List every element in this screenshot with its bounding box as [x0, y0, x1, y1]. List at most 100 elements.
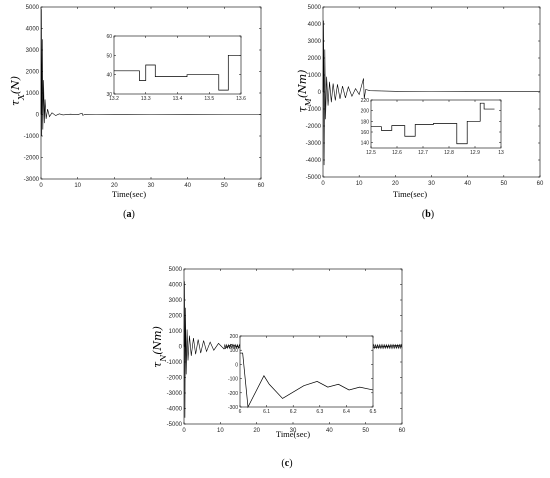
inset-axes-xtick-label: 6.2 [290, 409, 297, 415]
chart-panel-a: 0 10 20 30 40 50 60 -3000 -2000 -1000 0 1000 2000 300… [9, 5, 265, 220]
inset-axes-ytick-label: -200 [228, 391, 238, 397]
inset-axes-ytick-label: 50 [106, 53, 112, 59]
main-axes-ytick-label: 0 [36, 113, 40, 119]
main-axes-xtick-label: 40 [326, 428, 333, 434]
main-axes-series-line [322, 20, 540, 166]
main-axes-ytick-label: 4000 [169, 283, 183, 289]
main-axes-ytick-label: -2000 [24, 156, 40, 162]
inset-axes-xtick-label: 6 [239, 409, 242, 415]
inset-axes-xtick-label: 12.9 [470, 150, 480, 156]
inset-axes-xtick-label: 13 [498, 150, 504, 156]
main-axes-ytick-label: 2000 [169, 314, 183, 320]
y-axis-label-unit: (N) [9, 76, 22, 94]
main-axes-xtick-label: 0 [321, 181, 325, 187]
inset-axes-xtick-label: 6.5 [370, 409, 377, 415]
inset-axes-ytick-label: 200 [361, 109, 370, 115]
main-axes-ytick-label: -5000 [306, 175, 322, 181]
inset-axes-series-line [114, 54, 241, 91]
inset-axes-xtick-label: 13.5 [204, 96, 214, 102]
x-axis-label: Time(sec) [276, 429, 310, 439]
y-axis-label-unit: (Nm) [296, 70, 309, 99]
main-axes-xtick-label: 60 [537, 181, 544, 187]
main-axes-ytick-label: -2000 [167, 376, 183, 382]
x-axis-label: Time(sec) [393, 189, 427, 199]
main-axes-ytick-label: 2000 [308, 56, 322, 62]
main-axes-xtick-label: 50 [362, 428, 369, 434]
main-axes-ytick-label: 4000 [308, 22, 322, 28]
inset-axes-ytick-label: 220 [361, 98, 370, 104]
inset-axes-xtick-label: 12.5 [366, 150, 376, 156]
chart-panel-c: 0 10 20 30 40 50 60-5000-4000-3000-2000-100001… [151, 267, 406, 469]
caption-open: ( [422, 209, 426, 220]
main-axes-frame [322, 6, 541, 178]
inset-axes-series-line [240, 352, 374, 409]
y-axis-label: τM(Nm) [296, 70, 313, 113]
inset-axes-xtick-label: 13.6 [236, 96, 246, 102]
main-axes-xtick-label: 30 [148, 183, 155, 189]
x-axis-label: Time(sec) [112, 189, 146, 199]
main-axes-ytick-label: 2000 [26, 70, 40, 76]
main-axes-xtick-label: 60 [258, 183, 265, 189]
main-axes-xtick-label: 30 [290, 428, 297, 434]
inset-panel: 6 6.1 6.2 6.3 6.4 6.5 -300 -200 -100 0 100 200 [228, 334, 377, 415]
main-axes-ytick-label: 1000 [169, 329, 183, 335]
main-axes-ytick-label: 1000 [26, 91, 40, 97]
y-axis-label-sub: N [159, 354, 168, 363]
main-axes-xtick-label: 40 [184, 183, 191, 189]
main-axes-ytick-label: -5000 [167, 422, 183, 428]
caption-open: ( [281, 458, 285, 469]
main-axes-ytick-label: -3000 [24, 177, 40, 183]
inset-axes-ytick-label: -300 [228, 405, 238, 411]
main-axes-ytick-label: 5000 [308, 5, 322, 11]
inset-axes-ytick-label: 0 [235, 362, 238, 368]
caption-letter: c [285, 458, 290, 469]
y-axis-label-main: τ [151, 361, 164, 368]
inset-axes-ytick-label: 180 [361, 119, 370, 125]
inset-axes-ytick-label: -100 [228, 377, 238, 383]
main-axes-ytick-label: 3000 [169, 298, 183, 304]
inset-axes-xtick-label: 6.1 [263, 409, 270, 415]
main-axes-ytick-label: -3000 [306, 141, 322, 147]
inset-axes-xtick-label: 13.2 [109, 96, 119, 102]
y-axis-label-unit: (Nm) [151, 326, 164, 355]
caption-open: ( [123, 209, 127, 220]
main-axes-ytick-label: 5000 [169, 267, 183, 273]
main-axes-xtick-label: 20 [111, 183, 118, 189]
main-axes-series-line [40, 9, 261, 137]
inset-axes-frame [113, 35, 242, 95]
main-axes-ytick-label: -2000 [306, 124, 322, 130]
main-axes-xtick-label: 60 [399, 428, 406, 434]
inset-axes-xtick-label: 12.8 [444, 150, 454, 156]
inset-axes-ytick-label: 100 [230, 348, 239, 354]
main-axes-xtick-label: 10 [74, 183, 81, 189]
inset-axes-ytick-label: 200 [230, 334, 239, 340]
main-axes-ytick-label: -1000 [24, 134, 40, 140]
inset-axes-ytick-label: 140 [361, 141, 370, 147]
panel-caption: (a) [123, 209, 135, 220]
main-axes-xtick-label: 0 [39, 183, 43, 189]
inset-panel: 12.5 12.6 12.7 12.8 12.9 13 140 160 180 200 220 [361, 98, 504, 156]
main-axes-ytick-label: -4000 [306, 158, 322, 164]
caption-close: ) [431, 209, 434, 220]
main-axes-ytick-label: -1000 [306, 107, 322, 113]
main-axes-ytick-label: 5000 [26, 5, 40, 11]
main-axes-xtick-label: 50 [500, 181, 507, 187]
main-axes-ytick-label: 0 [179, 345, 183, 351]
inset-axes-ytick-label: 40 [106, 73, 112, 79]
inset-axes-xtick-label: 13.4 [173, 96, 183, 102]
inset-axes-xtick-label: 6.4 [343, 409, 350, 415]
inset-axes-series-line [371, 102, 495, 145]
main-axes-ytick-label: 1000 [308, 73, 322, 79]
caption-close: ) [289, 458, 292, 469]
main-axes-ytick-label: 0 [318, 90, 322, 96]
chart-panel-b: 0 10 20 30 40 50 60 -5000 -4000 -3000 -2000 -1000 0 1… [296, 5, 544, 220]
main-axes-ytick-label: 3000 [308, 39, 322, 45]
main-axes-ytick-label: -4000 [167, 407, 183, 413]
inset-axes-ytick-label: 30 [106, 92, 112, 98]
inset-axes-ytick-label: 160 [361, 130, 370, 136]
inset-axes-xtick-label: 12.6 [392, 150, 402, 156]
inset-axes-frame [370, 99, 502, 149]
inset-axes-xtick-label: 13.3 [141, 96, 151, 102]
caption-letter: b [425, 209, 431, 220]
